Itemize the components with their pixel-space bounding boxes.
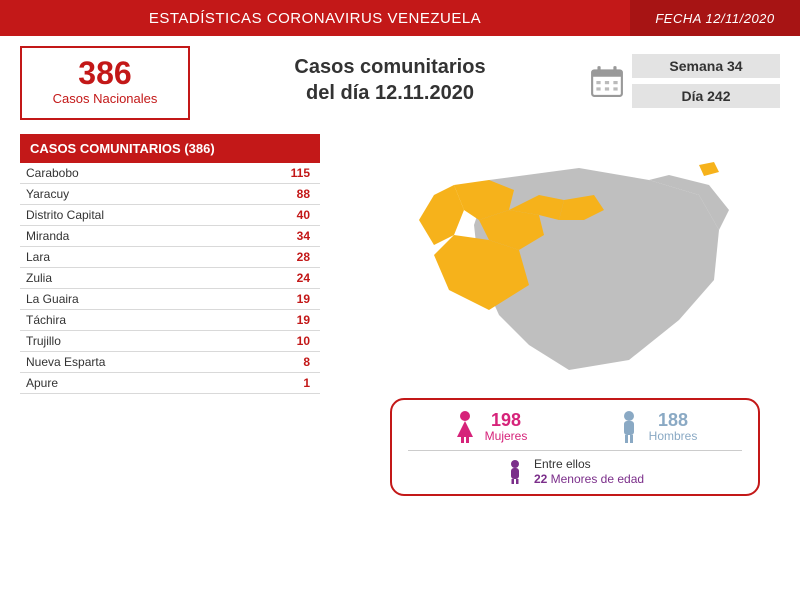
row-value: 24 (297, 271, 310, 285)
row-name: Yaracuy (26, 187, 69, 201)
row-name: Distrito Capital (26, 208, 104, 222)
cases-table-body: Carabobo 115 Yaracuy 88 Distrito Capital 40 Mi… (20, 163, 320, 394)
venezuela-map (379, 140, 739, 380)
table-row: Trujillo 10 (20, 331, 320, 352)
gender-panel: 198 Mujeres 188 Hombres Entre ellos (390, 398, 760, 496)
female-block: 198 Mujeres (453, 410, 528, 444)
header-bar: ESTADÍSTICAS CORONAVIRUS VENEZUELA FECHA… (0, 0, 800, 36)
row-name: Carabobo (26, 166, 79, 180)
table-row: Yaracuy 88 (20, 184, 320, 205)
national-cases-count: 386 (26, 56, 184, 91)
row-value: 40 (297, 208, 310, 222)
header-title-area: ESTADÍSTICAS CORONAVIRUS VENEZUELA (0, 0, 630, 36)
minors-label: Menores de edad (551, 472, 644, 486)
row-value: 10 (297, 334, 310, 348)
cases-table-header: CASOS COMUNITARIOS (386) (20, 134, 320, 163)
day-box: Día 242 (632, 84, 780, 108)
row-name: La Guaira (26, 292, 79, 306)
minors-row: Entre ellos 22 Menores de edad (408, 450, 742, 486)
row-value: 88 (297, 187, 310, 201)
national-cases-label: Casos Nacionales (26, 91, 184, 106)
row-name: Miranda (26, 229, 69, 243)
row-name: Nueva Esparta (26, 355, 105, 369)
calendar-icon (590, 64, 624, 98)
row-name: Zulia (26, 271, 52, 285)
table-row: Apure 1 (20, 373, 320, 394)
table-row: Lara 28 (20, 247, 320, 268)
cases-table: CASOS COMUNITARIOS (386) Carabobo 115 Yara… (20, 134, 320, 394)
header-date-area: FECHA 12/11/2020 (630, 0, 800, 36)
top-row: 386 Casos Nacionales Casos comunitarios … (0, 36, 800, 126)
table-row: Carabobo 115 (20, 163, 320, 184)
row-name: Apure (26, 376, 58, 390)
minors-count: 22 (534, 472, 547, 486)
minors-text: Entre ellos 22 Menores de edad (534, 457, 644, 486)
table-row: Nueva Esparta 8 (20, 352, 320, 373)
row-name: Trujillo (26, 334, 61, 348)
minor-icon (506, 459, 524, 485)
period-block: Semana 34 Día 242 (590, 46, 780, 108)
female-icon (453, 410, 477, 444)
row-value: 115 (291, 166, 310, 180)
table-row: Zulia 24 (20, 268, 320, 289)
header-title: ESTADÍSTICAS CORONAVIRUS VENEZUELA (149, 10, 481, 27)
row-value: 34 (297, 229, 310, 243)
row-value: 28 (297, 250, 310, 264)
week-box: Semana 34 (632, 54, 780, 78)
mid-row: CASOS COMUNITARIOS (386) Carabobo 115 Yara… (0, 126, 800, 398)
row-name: Lara (26, 250, 50, 264)
header-date: FECHA 12/11/2020 (655, 11, 774, 26)
male-count: 188 (649, 411, 698, 429)
male-block: 188 Hombres (617, 410, 698, 444)
male-label: Hombres (649, 429, 698, 443)
main-title-line2: del día 12.11.2020 (190, 80, 590, 106)
table-row: Táchira 19 (20, 310, 320, 331)
table-row: Distrito Capital 40 (20, 205, 320, 226)
female-count: 198 (485, 411, 528, 429)
male-icon (617, 410, 641, 444)
minors-line1: Entre ellos (534, 457, 644, 471)
period-boxes: Semana 34 Día 242 (632, 54, 780, 108)
map-wrap (338, 134, 780, 394)
gender-row: 198 Mujeres 188 Hombres (408, 410, 742, 444)
female-label: Mujeres (485, 429, 528, 443)
row-value: 19 (297, 292, 310, 306)
table-row: Miranda 34 (20, 226, 320, 247)
row-name: Táchira (26, 313, 66, 327)
row-value: 1 (303, 376, 310, 390)
row-value: 19 (297, 313, 310, 327)
row-value: 8 (303, 355, 310, 369)
table-row: La Guaira 19 (20, 289, 320, 310)
national-cases-box: 386 Casos Nacionales (20, 46, 190, 120)
main-title: Casos comunitarios del día 12.11.2020 (190, 46, 590, 106)
main-title-line1: Casos comunitarios (190, 54, 590, 80)
